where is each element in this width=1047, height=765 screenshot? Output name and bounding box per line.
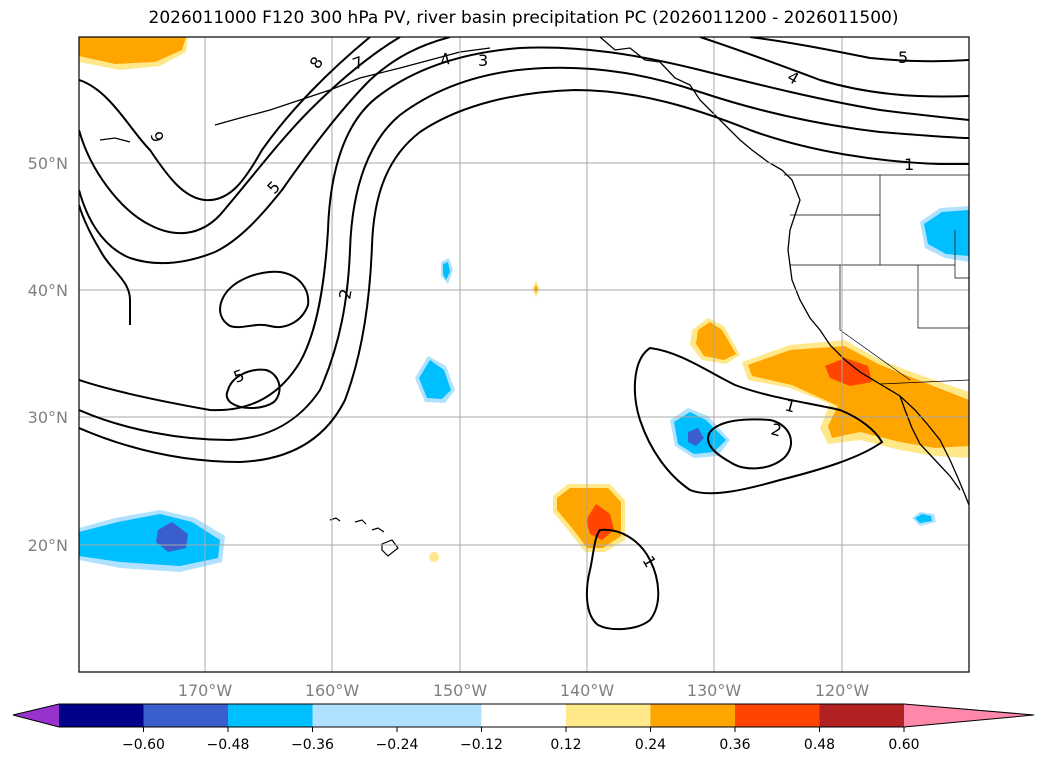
shade-negative-strong: [688, 428, 704, 446]
colorbar-tick-label: 0.24: [635, 737, 666, 753]
colorbar-segment: [819, 704, 904, 727]
contour-label: 1: [904, 155, 914, 174]
shade-positive-strong: [825, 358, 872, 386]
contour-label: 1: [783, 396, 798, 417]
latitude-labels: 50°N 40°N 30°N 20°N: [28, 154, 68, 555]
colorbar-extend-max: [904, 704, 1034, 727]
map-frame: [78, 36, 970, 673]
contour-label: 4: [438, 49, 453, 70]
colorbar-segment: [143, 704, 228, 727]
shade-positive: [748, 346, 969, 448]
pv-contour: [79, 66, 969, 442]
colorbar-segment: [397, 704, 482, 727]
colorbar-segment: [735, 704, 820, 727]
coastlines: [99, 37, 969, 506]
pv-contour: [699, 37, 969, 98]
border-states: [790, 175, 969, 381]
coastline-kamchatka: [99, 137, 131, 143]
shade-negative: [915, 514, 932, 523]
lon-label-130w: 130°W: [687, 681, 742, 700]
lon-label-150w: 150°W: [433, 681, 488, 700]
contour-label: 3: [478, 51, 488, 70]
lon-label-160w: 160°W: [305, 681, 360, 700]
colorbar-segment: [59, 704, 144, 727]
colorbar-segment: [566, 704, 651, 727]
lon-label-120w: 120°W: [815, 681, 870, 700]
island-maui: [371, 527, 385, 533]
pv-contour: [79, 204, 131, 325]
pv-contour: [79, 37, 451, 265]
pv-contours: [79, 37, 969, 631]
colorbar-tick-label: −0.60: [122, 737, 165, 753]
colorbar-segment: [228, 704, 313, 727]
colorbar-tick-label: −0.36: [291, 737, 334, 753]
colorbar-extend-min: [13, 704, 59, 727]
coastline-north-america: [599, 37, 969, 506]
pv-contour: [79, 88, 969, 464]
longitude-labels: 170°W 160°W 150°W 140°W 130°W 120°W: [178, 681, 870, 700]
colorbar-tick-label: −0.24: [376, 737, 419, 753]
pv-contour: [225, 368, 281, 409]
colorbar-tick-label: 0.48: [804, 737, 835, 753]
colorbar-tick-label: 0.36: [719, 737, 750, 753]
colorbar-tick-label: −0.12: [460, 737, 503, 753]
contour-label: 5: [898, 48, 908, 67]
pv-contour: [79, 37, 401, 235]
coastline-aleutians: [214, 47, 491, 126]
pv-contour: [219, 270, 310, 329]
colorbar-tick-label: 0.60: [888, 737, 919, 753]
lon-label-170w: 170°W: [178, 681, 233, 700]
colorbar-segment: [312, 704, 397, 727]
colorbar-outline: [12, 703, 1035, 728]
coastline-baja: [899, 395, 961, 491]
grid-lines: [79, 37, 969, 672]
pv-contour: [585, 528, 660, 631]
colorbar-ticks: [143, 727, 905, 732]
map-title: 2026011000 F120 300 hPa PV, river basin …: [148, 8, 899, 28]
lat-label-20n: 20°N: [28, 536, 68, 555]
shade-negative: [924, 210, 969, 256]
lat-label-30n: 30°N: [28, 408, 68, 427]
colorbar: −0.60 −0.48 −0.36 −0.24 −0.12 0.12 0.24 …: [12, 703, 1035, 753]
border-us-mexico: [879, 379, 969, 385]
lat-label-40n: 40°N: [28, 281, 68, 300]
shade-positive: [534, 285, 538, 293]
shade-positive-light: [429, 552, 439, 562]
contour-label: 2: [335, 287, 355, 300]
map-panel: 8 7 4 3 9 5 2 5 4 5 1 1 2 1: [78, 36, 970, 673]
pv-contour: [79, 46, 969, 412]
island-oahu: [354, 519, 367, 525]
colorbar-segment: [650, 704, 735, 727]
shade-positive: [79, 37, 186, 64]
shade-negative: [443, 262, 450, 280]
state-borders: [784, 174, 969, 385]
lat-label-50n: 50°N: [28, 154, 68, 173]
pv-contour: [707, 418, 792, 470]
colorbar-tick-label: 0.12: [550, 737, 581, 753]
pv-contour: [749, 37, 969, 63]
lon-label-140w: 140°W: [560, 681, 615, 700]
shade-positive: [696, 322, 736, 360]
pv-contour: [79, 37, 371, 202]
pv-contour: [633, 346, 884, 495]
shade-negative: [79, 514, 220, 566]
colorbar-segment: [481, 704, 566, 727]
colorbar-tick-label: −0.48: [207, 737, 250, 753]
shade-positive-strong: [586, 504, 614, 540]
island-hawaii: [381, 539, 399, 557]
contour-label: 2: [769, 420, 784, 441]
shade-negative: [419, 360, 451, 399]
